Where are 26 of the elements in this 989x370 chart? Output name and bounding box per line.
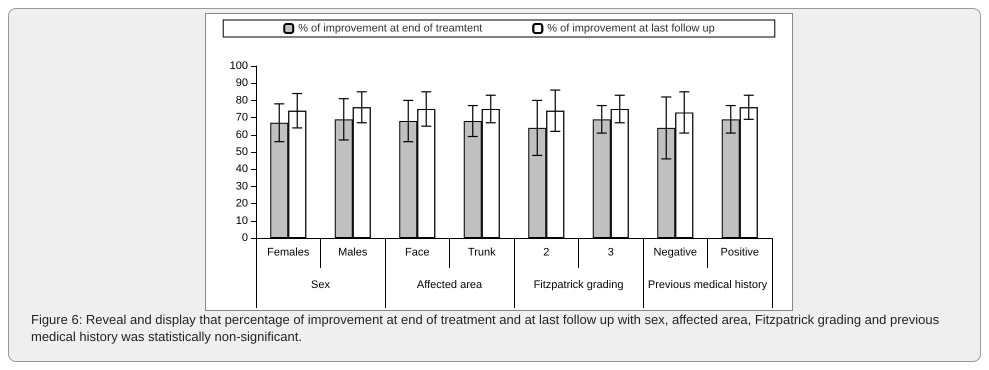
y-tick-label: 50 bbox=[236, 146, 248, 158]
y-tick-label: 10 bbox=[236, 214, 248, 227]
y-tick-label: 60 bbox=[236, 128, 248, 141]
y-tick-label: 0 bbox=[242, 232, 248, 244]
legend-label: % of improvement at end of treamtent bbox=[298, 22, 482, 34]
y-tick-label: 80 bbox=[236, 94, 248, 106]
text: Previous medical history bbox=[648, 279, 768, 291]
y-tick-label: 100 bbox=[230, 60, 248, 72]
y-tick-label: 70 bbox=[236, 112, 248, 124]
text: Fitzpatrick grading bbox=[534, 279, 624, 291]
x-tick-label: Face bbox=[405, 246, 430, 258]
x-tick-label: Females bbox=[267, 246, 310, 258]
x-tick-label: Negative bbox=[654, 246, 697, 258]
y-tick-label: 90 bbox=[236, 77, 248, 90]
y-tick-label: 20 bbox=[236, 198, 248, 210]
x-tick-label: 3 bbox=[608, 246, 614, 258]
caption: Figure 6: Reveal and display that percentage of improvement at end of treatment and at last follow up with sex, affected area, Fitzpatrick grading and previous medical history was statistically non-significant. bbox=[31, 311, 940, 345]
y-tick-label: 40 bbox=[236, 163, 248, 176]
y-tick-label: 30 bbox=[236, 180, 248, 192]
x-tick-label: 2 bbox=[543, 246, 550, 258]
text: Sex bbox=[311, 279, 330, 291]
x-tick-label: Males bbox=[338, 246, 368, 258]
legend-label: % of improvement at last follow up bbox=[547, 22, 715, 34]
text: Affected area bbox=[416, 279, 483, 291]
x-tick-label: Positive bbox=[720, 246, 760, 258]
x-tick-label: Trunk bbox=[468, 246, 496, 258]
